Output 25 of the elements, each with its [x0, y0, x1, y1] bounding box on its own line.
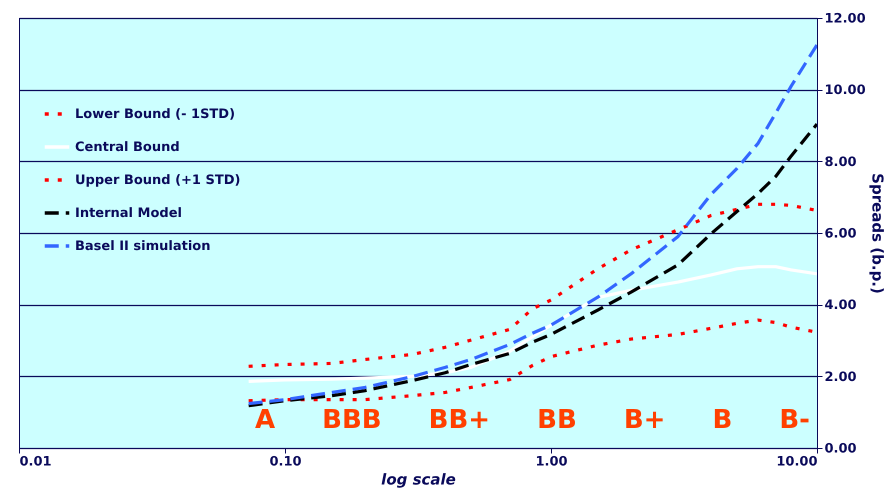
x-tick-label: 10.00 — [776, 454, 818, 470]
y-tick-label: 10.00 — [824, 83, 866, 98]
annotation: A — [255, 405, 276, 435]
legend-label: Upper Bound (+1 STD) — [75, 173, 240, 188]
y-tick-label: 0.00 — [824, 442, 857, 456]
y-tick-label: 8.00 — [824, 154, 857, 170]
annotation: BB+ — [428, 405, 490, 435]
y-tick-label: 6.00 — [824, 226, 857, 242]
x-tick-label: 0.10 — [269, 454, 302, 470]
legend-label: Central Bound — [75, 140, 180, 155]
x-tick-label: 1.00 — [535, 454, 568, 470]
legend-label: Basel II simulation — [75, 239, 210, 254]
annotation: B+ — [624, 405, 666, 435]
x-axis-title: log scale — [381, 470, 456, 488]
y-tick-label: 4.00 — [824, 298, 857, 314]
legend-label: Lower Bound (- 1STD) — [75, 107, 236, 122]
annotation: B- — [779, 405, 810, 435]
y-tick-label: 2.00 — [824, 370, 857, 385]
annotation: BBB — [322, 405, 382, 435]
annotation: BB — [537, 405, 577, 435]
y-tick-label: 12.00 — [824, 12, 866, 26]
x-tick-label: 0.01 — [20, 454, 52, 470]
annotation: B — [712, 405, 732, 435]
legend-label: Internal Model — [75, 206, 182, 221]
y-axis-title: Spreads (b.p.) — [868, 173, 887, 294]
